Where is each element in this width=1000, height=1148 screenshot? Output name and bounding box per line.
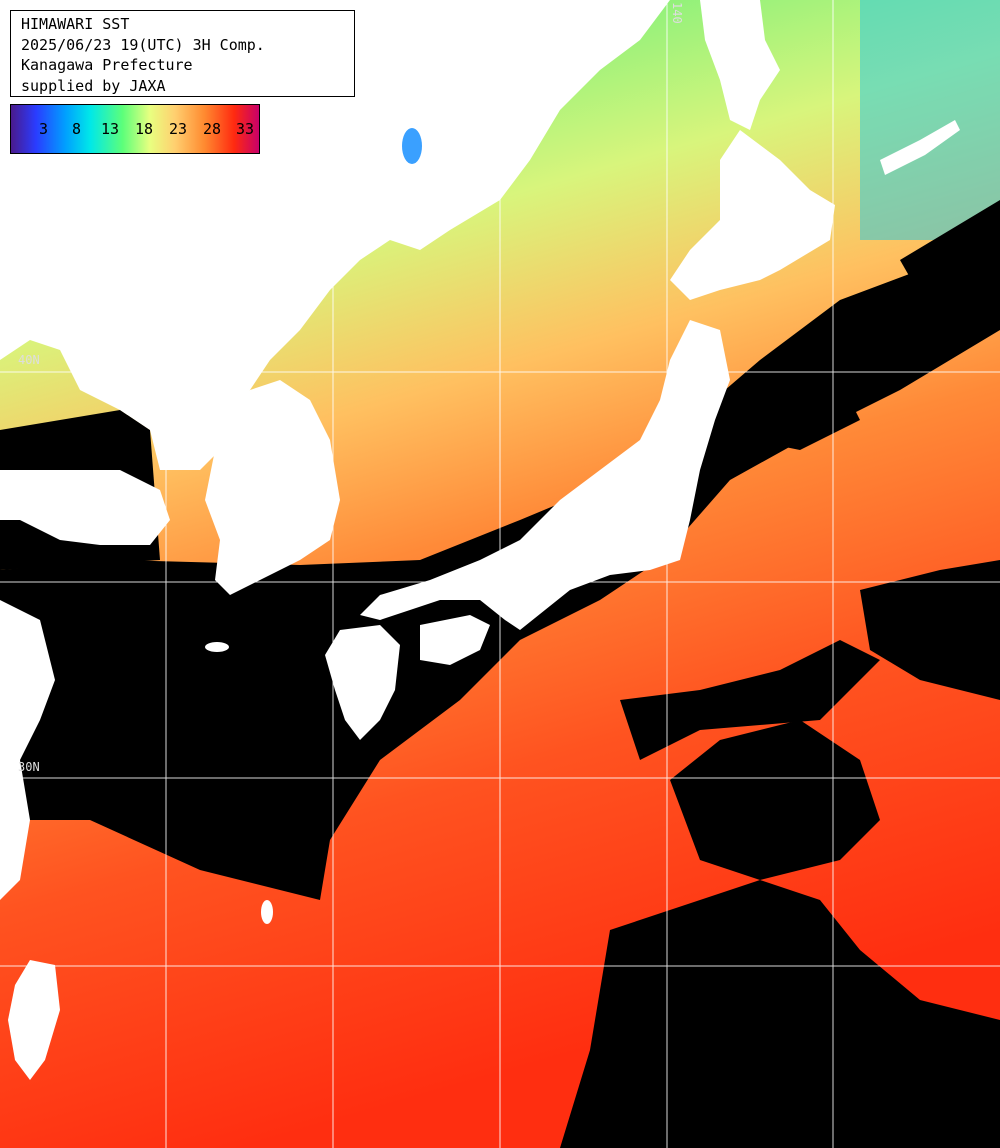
legend-tick: 33	[236, 120, 255, 138]
lat-label-40n: 40N	[18, 353, 40, 367]
cold-water-patch	[860, 0, 1000, 240]
legend-tick: 8	[72, 120, 82, 138]
legend-tick: 18	[135, 120, 154, 138]
legend-tick: 23	[169, 120, 188, 138]
temperature-legend: 3 8 13 18 23 28 33	[10, 104, 260, 154]
legend-tick: 28	[203, 120, 222, 138]
lat-label-30n: 30N	[18, 760, 40, 774]
prefecture: Kanagawa Prefecture	[21, 56, 193, 74]
legend-tick: 3	[39, 120, 49, 138]
product-title: HIMAWARI SST	[21, 15, 130, 33]
legend-tick: 13	[101, 120, 120, 138]
lon-label-140: 140	[670, 2, 684, 24]
datetime: 2025/06/23 19(UTC) 3H Comp.	[21, 35, 265, 54]
credit: supplied by JAXA	[21, 76, 166, 95]
info-box: HIMAWARI SST 2025/06/23 19(UTC) 3H Comp.…	[10, 10, 355, 97]
